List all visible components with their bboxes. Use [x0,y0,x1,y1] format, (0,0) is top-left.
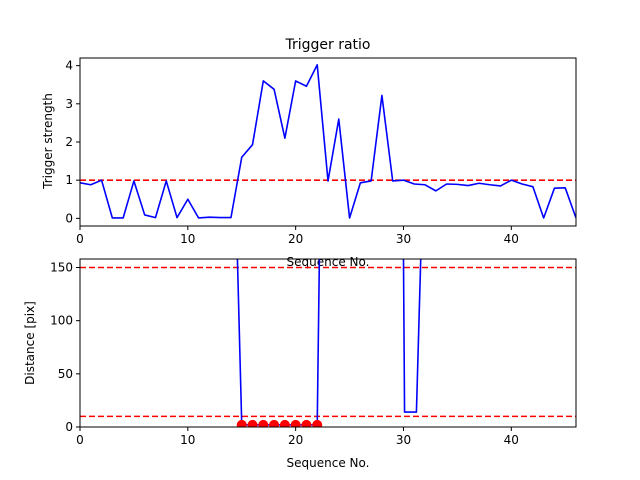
y-tick-label: 150 [50,261,73,275]
data-marker [290,419,301,427]
y-axis-label: Distance [pix] [23,301,37,385]
data-marker [301,419,312,427]
y-tick-label: 2 [65,135,73,149]
y-tick-label: 1 [65,173,73,187]
y-tick-label: 0 [65,211,73,225]
x-tick-label: 30 [396,232,411,246]
x-tick-label: 40 [504,433,519,447]
x-tick-label: 0 [76,232,84,246]
plot-area [80,64,576,219]
x-tick-label: 10 [180,433,195,447]
x-tick-label: 0 [76,433,84,447]
series-line [236,259,422,426]
y-tick-label: 0 [65,420,73,434]
data-marker [236,419,247,427]
x-tick-label: 20 [288,433,303,447]
data-marker [258,419,269,427]
y-tick-label: 100 [50,314,73,328]
distance-panel: Sequence No. Distance [pix] 0 10 20 30 40 0 50… [23,258,577,470]
y-tick-label: 3 [65,97,73,111]
plot-area [80,259,576,427]
x-tick-label: 10 [180,232,195,246]
axes-frame [79,258,577,428]
x-tick-label: 40 [504,232,519,246]
y-tick-label: 4 [65,59,73,73]
y-axis-label: Trigger strength [41,93,55,190]
data-marker [279,419,290,427]
x-tick-label: 30 [396,433,411,447]
chart-title: Trigger ratio [284,37,370,53]
y-tick-label: 50 [58,367,73,381]
data-marker [269,419,280,427]
x-axis-label: Sequence No. [287,456,370,470]
series-line [80,64,576,219]
data-marker [247,419,258,427]
x-tick-label: 20 [288,232,303,246]
trigger-ratio-panel: Sequence No. Trigger strength 0 10 20 30 400… [41,37,577,269]
data-marker [312,419,323,427]
